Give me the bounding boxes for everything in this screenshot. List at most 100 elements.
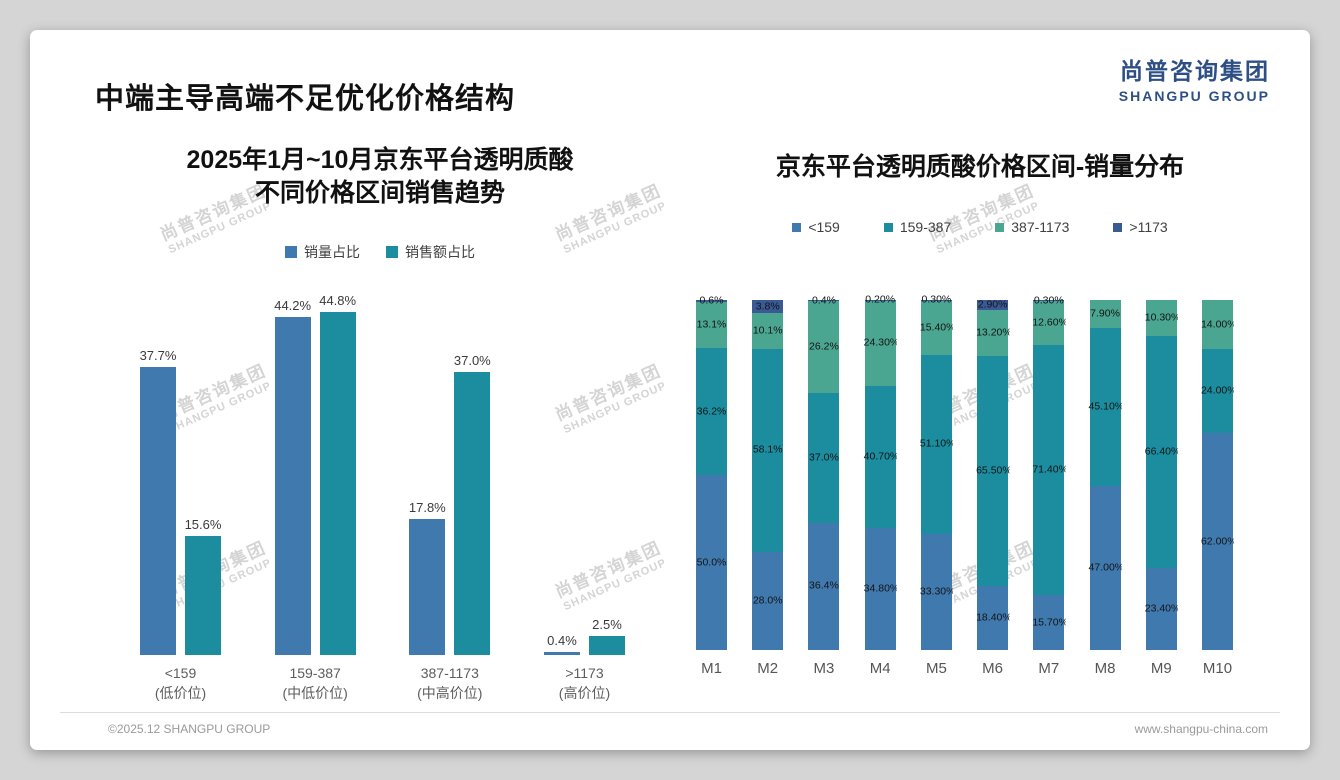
category-label: M8	[1094, 660, 1116, 677]
footer-copyright: ©2025.12 SHANGPU GROUP	[108, 722, 271, 736]
bar: 37.7%	[140, 348, 176, 655]
bar-group: 17.8% 37.0%	[409, 353, 491, 655]
segment-value-label: 50.0%	[696, 556, 727, 568]
legend-label: 销量占比	[304, 244, 360, 260]
bar-group: 44.2% 44.8%	[274, 293, 356, 655]
bar: 0.4%	[543, 633, 580, 655]
stacked-bar: 18.40% 65.50% 13.20% 2.90%	[976, 298, 1010, 650]
bar-segment: 13.1%	[696, 302, 727, 349]
segment-value-label: 45.10%	[1088, 400, 1122, 413]
category-range: <159	[164, 665, 197, 681]
legend-item: 销量占比	[285, 242, 360, 262]
category-range: 159-387	[289, 665, 341, 681]
category-tier: (中高价位)	[417, 685, 483, 701]
legend-label: 387-1173	[1011, 219, 1070, 235]
bar-value-label: 0.4%	[547, 633, 577, 648]
segment-value-label: 58.1%	[752, 443, 783, 456]
segment-value-label: 65.50%	[976, 464, 1010, 477]
bar-segment: 26.2%	[808, 301, 840, 394]
legend-item: <159	[792, 219, 840, 235]
bar-segment: 40.70%	[864, 385, 897, 529]
category-label: M7	[1038, 660, 1060, 677]
bar-value-label: 37.7%	[139, 348, 177, 363]
segment-value-label: 71.40%	[1032, 463, 1066, 476]
bar-segment: 0.30%	[1033, 294, 1065, 306]
left-chart-title: 2025年1月~10月京东平台透明质酸 不同价格区间销售趋势	[85, 144, 675, 210]
bar-segment: 50.0%	[696, 475, 727, 650]
bar: 37.0%	[454, 353, 491, 655]
segment-value-label: 24.30%	[863, 336, 897, 349]
bar-segment: 71.40%	[1032, 345, 1066, 596]
category-label: M4	[869, 660, 891, 677]
right-chart-title: 京东平台透明质酸价格区间-销量分布	[775, 153, 1185, 181]
category-tier: (中低价位)	[282, 685, 348, 701]
legend-item: 387-1173	[995, 219, 1069, 235]
bar-segment: 37.0%	[808, 393, 840, 523]
bar-group: 0.4% 2.5%	[543, 617, 625, 655]
category-tier: (高价位)	[558, 685, 611, 701]
bar-segment: 0.20%	[864, 294, 896, 306]
bar-segment: 58.1%	[752, 348, 784, 552]
category-label: 387-1173 (中高价位)	[409, 663, 490, 703]
category-range: 387-1173	[420, 665, 479, 681]
right-chart-category-axis: M1 M2 M3 M4 M5 M6 M7 M8 M9 M10	[696, 660, 1233, 677]
bar-segment: 33.30%	[920, 533, 953, 650]
bar-segment: 62.00%	[1201, 433, 1234, 650]
bar: 44.2%	[274, 298, 311, 655]
category-range: >1173	[565, 665, 604, 681]
segment-value-label: 34.80%	[863, 582, 897, 595]
segment-value-label: 2.90%	[977, 298, 1008, 311]
legend-swatch	[883, 222, 893, 232]
left-chart-title-line1: 2025年1月~10月京东平台透明质酸	[186, 146, 574, 174]
segment-value-label: 36.4%	[809, 579, 839, 592]
bar-segment: 36.4%	[808, 522, 840, 650]
bar-segment: 34.80%	[863, 528, 897, 650]
legend-swatch	[792, 222, 802, 232]
stacked-bar: 28.0% 58.1% 10.1% 3.8%	[752, 300, 784, 650]
bar: 17.8%	[409, 500, 446, 655]
stacked-bar: 62.00% 24.00% 14.00%	[1201, 300, 1234, 650]
bar-segment: 12.60%	[1032, 301, 1065, 346]
bar-segment: 2.90%	[977, 298, 1009, 311]
bar-segment: 0.6%	[696, 295, 727, 307]
bar-segment: 24.00%	[1201, 349, 1234, 433]
segment-value-label: 66.40%	[1144, 445, 1178, 458]
segment-value-label: 51.10%	[919, 437, 953, 450]
bar-segment: 3.8%	[752, 300, 784, 314]
category-tier: (低价位)	[154, 685, 207, 701]
bar-segment: 45.10%	[1088, 327, 1122, 486]
legend-swatch	[386, 246, 398, 258]
bar-segment: 7.90%	[1089, 300, 1121, 328]
stacked-bar: 47.00% 45.10% 7.90%	[1088, 300, 1122, 650]
left-chart-legend: 销量占比 销售额占比	[85, 242, 675, 262]
segment-value-label: 0.6%	[699, 294, 724, 307]
segment-value-label: 15.40%	[919, 321, 953, 334]
segment-value-label: 23.40%	[1144, 602, 1178, 615]
legend-label: 销售额占比	[405, 244, 475, 260]
legend-item: >1173	[1113, 219, 1168, 235]
category-label: M1	[701, 660, 722, 677]
stacked-bar: 15.70% 71.40% 12.60% 0.30%	[1032, 294, 1066, 650]
bar-segment: 10.30%	[1145, 299, 1178, 336]
stacked-bar: 50.0% 36.2% 13.1% 0.6%	[696, 295, 727, 650]
bar: 44.8%	[319, 293, 356, 655]
stacked-bar: 34.80% 40.70% 24.30% 0.20%	[863, 294, 897, 650]
category-label: M2	[757, 660, 779, 677]
category-label: M5	[925, 660, 947, 677]
legend-swatch	[1113, 222, 1123, 232]
bar-segment: 15.40%	[919, 300, 953, 355]
category-label: <159 (低价位)	[140, 663, 221, 703]
bar: 15.6%	[185, 517, 221, 655]
bar-segment: 13.20%	[976, 310, 1009, 357]
left-chart-plot: 37.7% 15.6% 44.2% 44.8% 17.8% 37.0% 0.4% 2.5%	[140, 292, 625, 655]
left-chart-category-axis: <159 (低价位) 159-387 (中低价位) 387-1173 (中高价位) >117…	[140, 663, 625, 703]
stacked-bar: 36.4% 37.0% 26.2% 0.4%	[808, 294, 840, 650]
left-chart-title-line2: 不同价格区间销售趋势	[254, 179, 505, 207]
bar: 2.5%	[588, 617, 625, 655]
bar-segment: 14.00%	[1201, 300, 1234, 349]
bar-segment: 24.30%	[863, 300, 897, 386]
bar-segment: 36.2%	[696, 348, 727, 475]
segment-value-label: 3.8%	[755, 300, 780, 313]
legend-item: 159-387	[883, 219, 951, 235]
